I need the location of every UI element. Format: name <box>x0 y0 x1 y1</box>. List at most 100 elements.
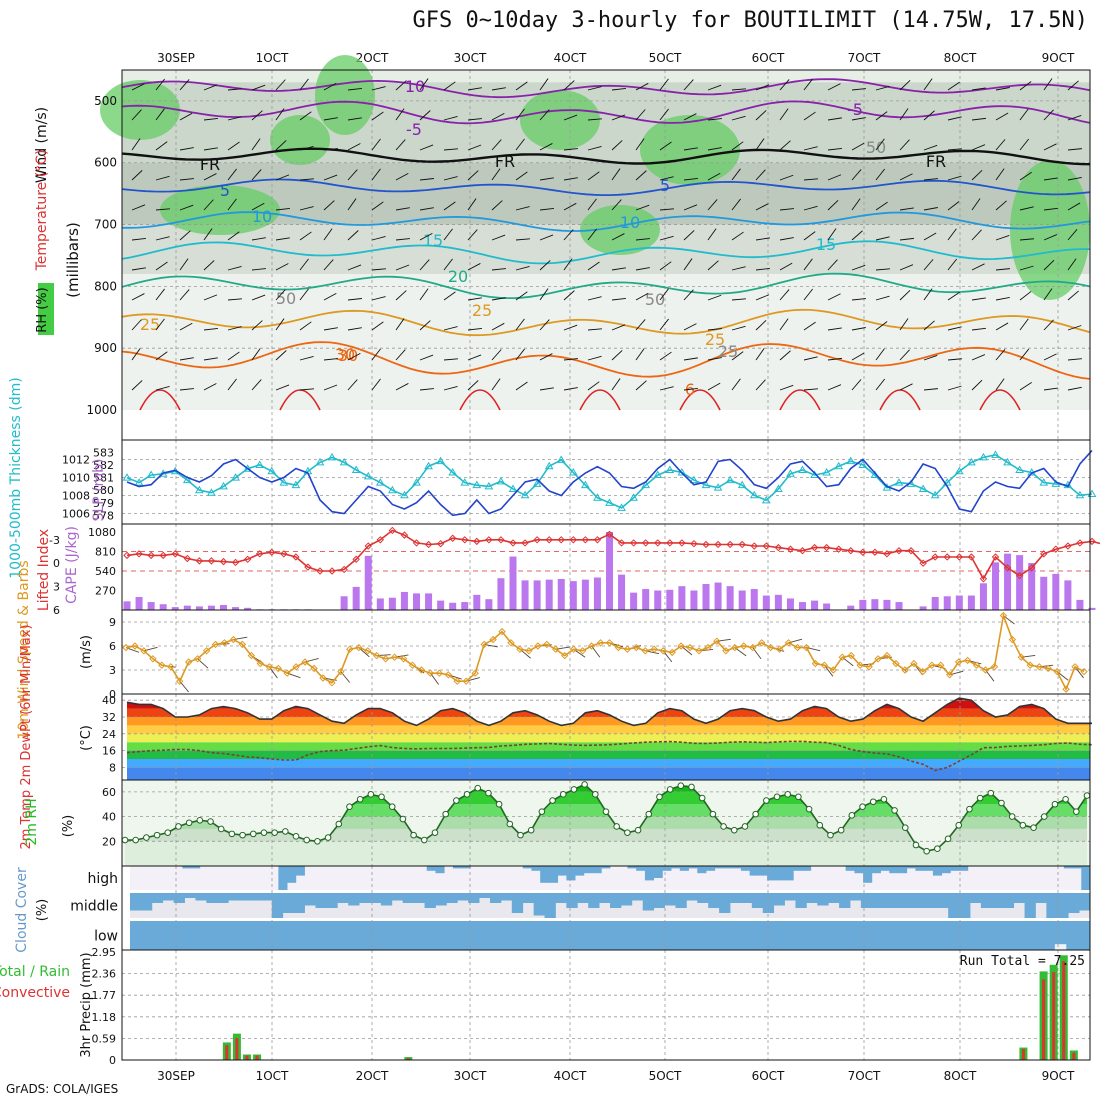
wind-barb <box>587 296 602 301</box>
lifted-index-marker <box>436 539 445 548</box>
wind-barb <box>179 388 194 391</box>
precip-convective-bar <box>406 1058 410 1060</box>
wind-barb <box>851 198 861 211</box>
cloud-low-bar <box>924 921 937 950</box>
cloud-middle-bar <box>620 893 633 906</box>
lifted-index-marker <box>304 563 312 571</box>
cloud-middle-bar <box>348 893 360 906</box>
cloud-middle-bar <box>642 893 655 911</box>
thickness-marker <box>472 480 482 489</box>
wind-barb <box>347 117 362 121</box>
cape-bar <box>376 598 384 610</box>
wind-barb <box>275 174 290 181</box>
cloud-high-bar <box>287 866 297 883</box>
rh2m-marker <box>453 797 460 804</box>
cloud-low-bar <box>746 921 759 950</box>
cloud-low-bar <box>378 921 392 950</box>
wind-barb <box>1043 288 1053 301</box>
wind-barb <box>467 354 482 361</box>
lifted-index-marker <box>485 536 493 544</box>
wind-barb <box>419 110 431 121</box>
cloud-low-bar <box>698 921 712 950</box>
wind-barb <box>1043 207 1058 211</box>
wind10-speed-marker <box>319 674 327 682</box>
thickness-marker <box>339 457 349 466</box>
wind-barb <box>827 384 842 391</box>
lifted-index-marker <box>268 548 276 556</box>
wind10-speed-line <box>125 612 1085 692</box>
lifted-index-marker <box>617 539 626 547</box>
rh2m-marker <box>356 795 364 803</box>
temperature-contour <box>121 308 1091 337</box>
cloud-low-bar <box>426 921 439 950</box>
cloud-middle-bar <box>195 893 207 901</box>
lifted-index-marker <box>171 550 179 558</box>
cloud-low-bar <box>663 921 676 950</box>
cloud-middle-bar <box>130 893 142 911</box>
wind-barb <box>227 116 242 121</box>
lifted-index-marker <box>448 534 457 542</box>
cape-bar <box>967 595 975 610</box>
date-label-top: 9OCT <box>1042 51 1075 65</box>
cloud-middle-bar <box>686 893 698 901</box>
wind-barb <box>971 87 986 91</box>
temperature-contour-hot <box>779 389 821 411</box>
wind-barb <box>683 79 694 91</box>
wind-barb <box>707 118 722 121</box>
grads-footer: GrADS: COLA/IGES <box>6 1082 119 1096</box>
rh2m-marker <box>495 800 503 808</box>
wind-barb <box>323 259 334 271</box>
wind-barb <box>443 291 456 301</box>
cloud-middle-bar <box>675 893 687 908</box>
wind-barb <box>443 258 453 271</box>
wind-barb <box>659 261 672 271</box>
lifted-index-marker <box>1052 545 1060 553</box>
wind-barb <box>467 380 479 391</box>
rh2m-marker <box>164 829 172 836</box>
thickness-marker <box>400 490 409 499</box>
date-label-bottom: 30SEP <box>157 1069 195 1083</box>
wind-barb <box>971 263 985 271</box>
precip-convective-bar <box>245 1055 249 1060</box>
wind10-speed-marker <box>937 661 945 669</box>
rh2m-marker <box>698 794 706 802</box>
wind-barb <box>923 207 938 211</box>
wind10-speed-marker <box>972 661 981 669</box>
thickness-marker <box>991 450 1000 458</box>
rh2m-tick: 60 <box>102 786 116 799</box>
cloud-middle-bar <box>490 893 502 903</box>
wind-barb <box>947 81 960 91</box>
cloud-high-bar <box>871 866 881 874</box>
wind-barb <box>371 348 381 361</box>
rh2m-marker <box>880 795 888 803</box>
cloud-middle-bar <box>359 893 371 903</box>
lifted-index-marker <box>328 567 336 575</box>
wind-barb <box>443 228 453 241</box>
precip-tick: 0.59 <box>92 1032 117 1045</box>
lifted-index-marker <box>810 543 819 552</box>
cloud-low-bar <box>201 921 214 950</box>
wind10-speed-marker <box>587 642 596 650</box>
wind-barb <box>203 228 213 241</box>
wind-barb <box>1019 318 1029 331</box>
cape-bar <box>581 579 589 610</box>
wind-barb <box>707 357 722 361</box>
date-label-top: 8OCT <box>944 51 977 65</box>
wind10-speed-marker <box>310 664 318 673</box>
wind10-speed-marker <box>1017 653 1026 661</box>
wind10-speed-marker <box>552 645 560 653</box>
wind-barb <box>971 144 986 151</box>
cape-tick: 270 <box>95 585 116 598</box>
cloud-middle-bar <box>1046 893 1058 918</box>
cape-bar <box>207 605 215 610</box>
cloud-low-bar <box>532 921 546 950</box>
lifted-index-marker <box>641 539 650 547</box>
cloud-high-bar <box>671 866 681 869</box>
cloud-high-bar <box>522 866 532 869</box>
rh2m-marker <box>581 781 588 788</box>
thickness-marker <box>834 461 844 470</box>
wind-barb <box>251 202 265 211</box>
wind-barb <box>491 200 503 211</box>
lifted-index-marker <box>774 543 783 552</box>
wind-barb <box>539 109 550 121</box>
